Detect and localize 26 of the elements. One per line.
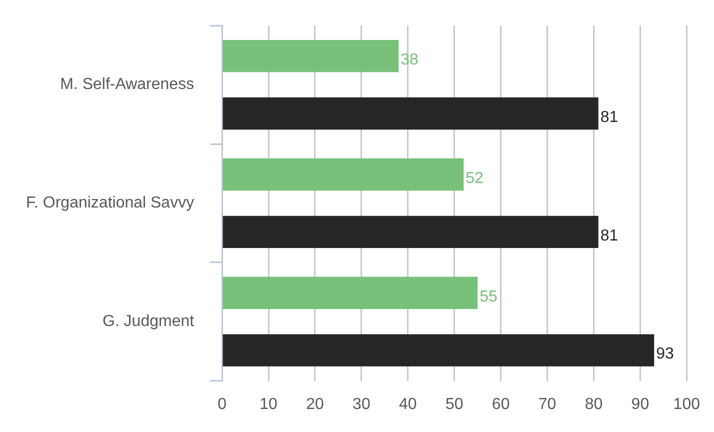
x-tick-label: 0 [218,396,227,413]
data-label: 55 [480,288,498,306]
data-label: 93 [656,346,674,363]
x-tick-label: 90 [631,396,650,413]
x-tick-label: 70 [538,396,556,413]
bar [222,158,464,191]
bar [222,216,598,248]
x-tick-label: 100 [673,396,700,413]
x-tick-label: 20 [306,396,324,413]
data-label: 52 [466,170,484,187]
x-tick-label: 60 [492,396,510,413]
x-tick-label: 40 [399,396,417,413]
bar [222,40,399,72]
bar [222,97,598,130]
data-label: 81 [600,108,618,126]
y-tick-label: F. Organizational Savvy [26,194,194,212]
x-tick-label: 50 [445,396,464,413]
y-tick-label: G. Judgment [102,313,195,330]
bar [222,276,478,309]
data-label: 81 [600,227,618,244]
x-tick-label: 80 [584,396,603,413]
x-tick-label: 10 [260,396,278,413]
data-label: 38 [400,51,419,68]
y-tick-label: M. Self-Awareness [60,76,194,94]
x-tick-label: 30 [352,396,370,413]
bar [222,334,654,366]
